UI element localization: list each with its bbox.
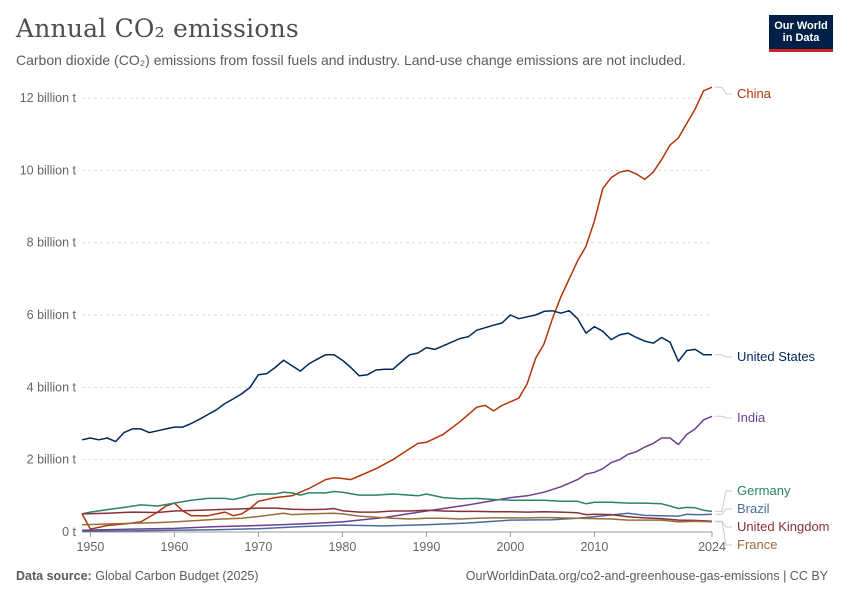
x-tick-label: 1950 [76, 540, 104, 554]
label-connector [715, 520, 732, 528]
footer-source: Data source: Global Carbon Budget (2025) [16, 569, 259, 583]
y-tick-label: 0 t [62, 525, 76, 539]
x-tick-label: 1970 [244, 540, 272, 554]
logo-line-2: in Data [782, 32, 820, 44]
y-tick-label: 4 billion t [27, 380, 77, 394]
series-label-france[interactable]: France [737, 537, 777, 552]
x-tick-label: 1960 [160, 540, 188, 554]
chart-subtitle: Carbon dioxide (CO₂) emissions from foss… [16, 52, 686, 68]
source-label: Data source: [16, 569, 92, 583]
series-line-united-states[interactable] [81, 309, 712, 443]
y-tick-label: 2 billion t [27, 453, 77, 467]
y-tick-label: 6 billion t [27, 308, 77, 322]
owid-logo[interactable]: Our World in Data [769, 15, 833, 52]
y-tick-label: 10 billion t [20, 163, 77, 177]
x-tick-label: 1990 [412, 540, 440, 554]
series-label-brazil[interactable]: Brazil [737, 501, 770, 516]
series-label-united-kingdom[interactable]: United Kingdom [737, 519, 830, 534]
series-labels: China United States India Germany Brazil Unit… [715, 86, 830, 552]
x-tick-label: 1980 [328, 540, 356, 554]
series-line-india[interactable] [81, 415, 713, 531]
series-line-brazil[interactable] [81, 512, 713, 533]
source-value: Global Carbon Budget (2025) [95, 569, 259, 583]
x-axis: 1950 1960 1970 1980 1990 2000 2010 2024 [76, 531, 726, 554]
series-line-china[interactable] [81, 86, 713, 530]
label-connector [715, 415, 732, 419]
series-label-china[interactable]: China [737, 86, 772, 101]
label-connector [715, 490, 732, 512]
series-line-united-kingdom[interactable] [81, 507, 713, 522]
series-label-germany[interactable]: Germany [737, 483, 791, 498]
label-connector [715, 86, 732, 95]
x-tick-label: 2024 [698, 540, 726, 554]
y-axis-ticks: 0 t 2 billion t 4 billion t 6 billion t 8 bi… [20, 91, 77, 539]
x-tick-label: 2000 [496, 540, 524, 554]
y-tick-label: 8 billion t [27, 236, 77, 250]
series-line-france[interactable] [81, 512, 713, 526]
chart-title: Annual CO₂ emissions [16, 14, 299, 43]
series-label-united-states[interactable]: United States [737, 349, 816, 364]
grid-lines [82, 97, 712, 461]
x-tick-label: 2010 [580, 540, 608, 554]
series-line-germany[interactable] [81, 490, 713, 515]
label-connector [715, 354, 732, 358]
logo-accent-bar [769, 49, 833, 52]
logo-line-1: Our World [774, 20, 828, 32]
label-connector [715, 521, 732, 546]
y-tick-label: 12 billion t [20, 91, 77, 105]
series-lines [81, 86, 713, 533]
footer-url[interactable]: OurWorldinData.org/co2-and-greenhouse-ga… [465, 569, 828, 583]
series-label-india[interactable]: India [737, 410, 766, 425]
label-connector [715, 508, 732, 515]
